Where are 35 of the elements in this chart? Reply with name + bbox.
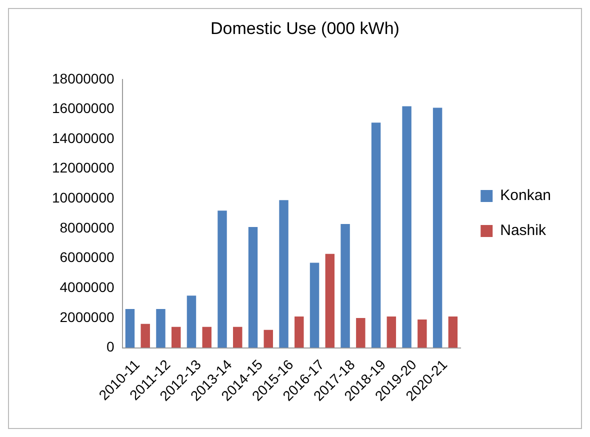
bar [279, 200, 288, 348]
bar [418, 319, 427, 348]
legend-label: Konkan [500, 187, 551, 204]
bar [218, 210, 227, 348]
y-tick-label: 6000000 [60, 249, 114, 266]
y-tick-label: 2000000 [60, 308, 114, 325]
y-tick-label: 10000000 [52, 190, 114, 206]
bar [140, 324, 150, 348]
y-tick-label: 4000000 [60, 279, 114, 296]
bar [233, 326, 242, 348]
y-tick-label: 8000000 [60, 219, 114, 236]
bar [325, 254, 335, 348]
bar [156, 309, 166, 348]
y-tick-label: 16000000 [52, 100, 114, 116]
bar [264, 330, 274, 348]
chart-title: Domestic Use (000 kWh) [210, 18, 400, 38]
bar [402, 106, 412, 348]
legend-label: Nashik [500, 222, 546, 240]
bar [432, 108, 442, 348]
bar [340, 224, 350, 348]
bar [371, 122, 381, 348]
y-tick-label: 18000000 [52, 70, 114, 86]
bar [202, 326, 212, 348]
bar [186, 296, 196, 348]
bar [294, 316, 304, 348]
bar [310, 262, 320, 348]
bar [386, 316, 396, 348]
bar [448, 316, 458, 348]
y-tick-label: 14000000 [52, 130, 114, 146]
bar [248, 227, 258, 348]
y-tick-label: 0 [106, 338, 114, 355]
y-tick-label: 12000000 [52, 160, 114, 176]
bar [125, 309, 135, 348]
bar [356, 318, 366, 348]
bar [172, 326, 181, 348]
